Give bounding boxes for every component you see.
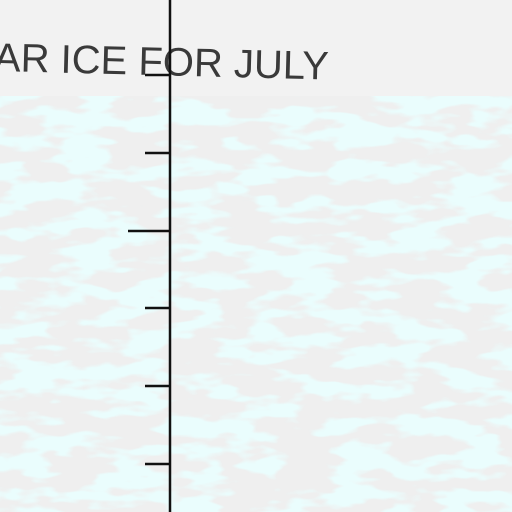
map-title: AR ICE FOR JULY [0, 36, 329, 89]
header-band [0, 0, 512, 96]
scale-bar [128, 0, 172, 512]
ice-pattern [0, 95, 512, 512]
